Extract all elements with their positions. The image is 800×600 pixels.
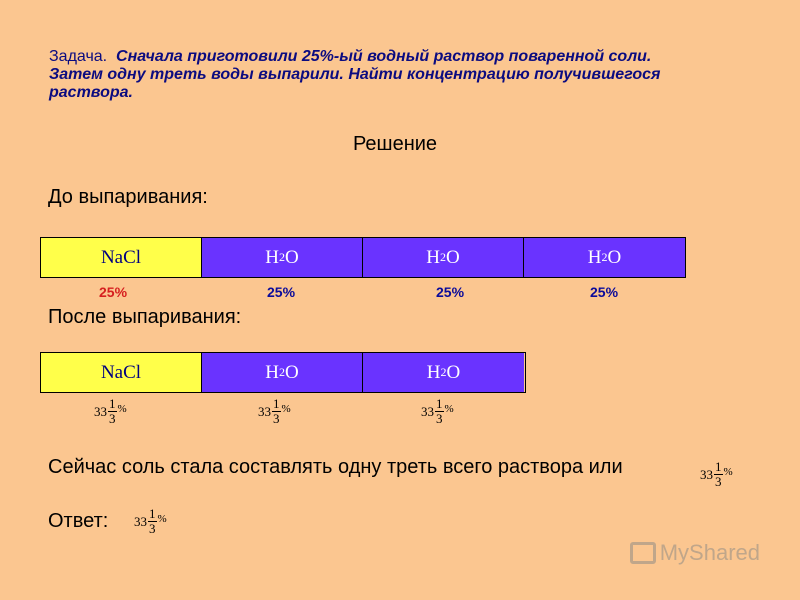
after-cell-salt: NaCl [41, 353, 202, 392]
watermark-logo: MyShared [629, 540, 760, 566]
task-text: Задача. Сначала приготовили 25%-ый водны… [49, 48, 689, 102]
percent-water-1: 25% [267, 284, 296, 300]
conclusion-text: Сейчас соль стала составлять одну треть … [48, 456, 623, 478]
answer-label: Ответ: [48, 510, 109, 532]
task-label: Задача. [49, 48, 108, 65]
watermark-text: MyShared [659, 540, 760, 565]
solution-title: Решение [352, 133, 438, 155]
percent-water-2: 25% [436, 284, 465, 300]
percent-salt: 25% [99, 284, 128, 300]
before-cell-salt: NaCl [41, 238, 202, 277]
presentation-icon [629, 542, 656, 564]
task-body: Сначала приготовили 25%-ый водный раство… [49, 48, 661, 101]
percent-water-3: 25% [590, 284, 619, 300]
before-label: До выпаривания: [48, 186, 208, 208]
after-label: После выпаривания: [48, 306, 242, 328]
